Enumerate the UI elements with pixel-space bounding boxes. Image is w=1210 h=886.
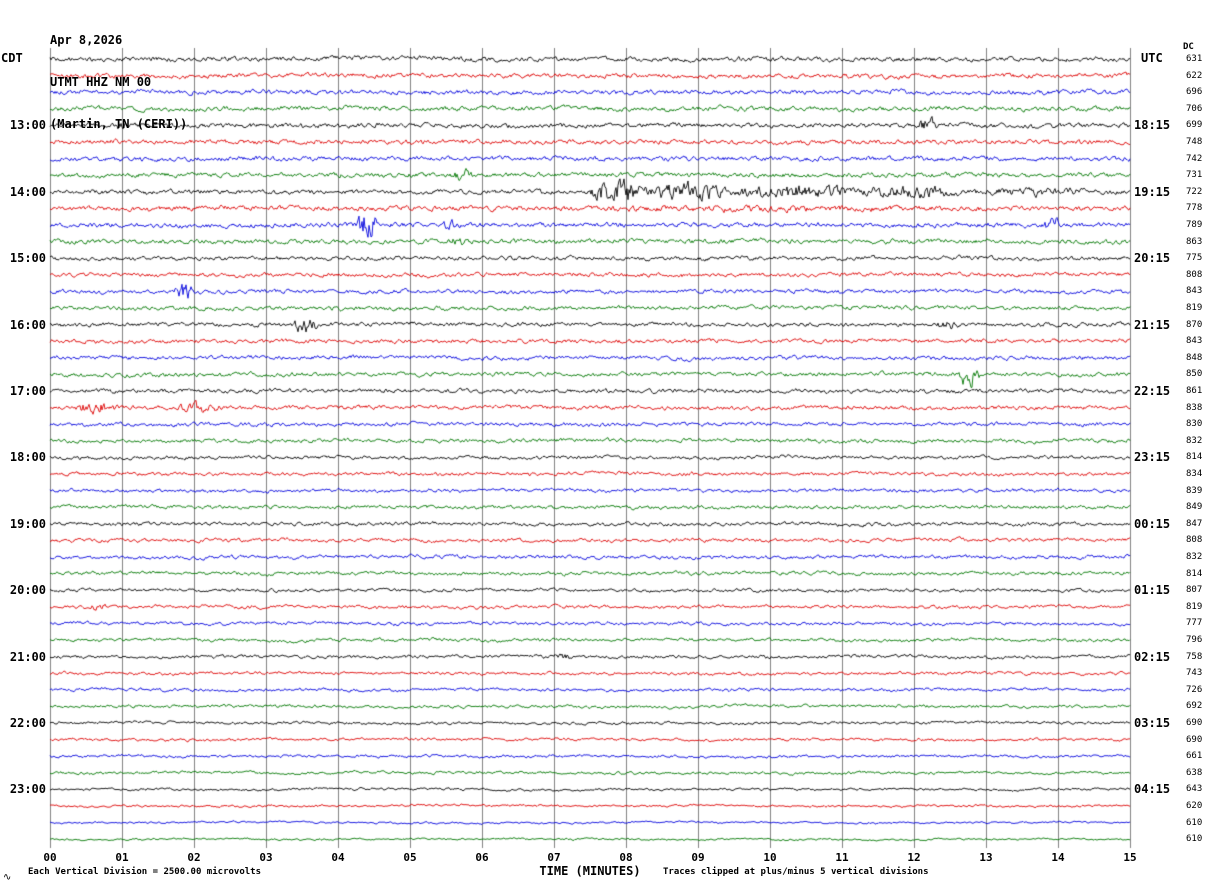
left-timezone-label: CDT: [1, 51, 23, 65]
dc-value: 610: [1186, 817, 1203, 828]
x-tick-label: 15: [1123, 851, 1137, 864]
cdt-time-label: 17:00: [9, 384, 46, 398]
x-tick-label: 09: [691, 851, 705, 864]
dc-value: 699: [1186, 120, 1203, 131]
utc-time-label: 01:15: [1134, 583, 1171, 598]
dc-value: 870: [1186, 319, 1203, 330]
dc-value: 690: [1186, 734, 1203, 745]
dc-value: 706: [1186, 103, 1203, 114]
dc-value: 748: [1186, 137, 1203, 147]
x-tick-label: 00: [43, 851, 57, 864]
dc-value: 861: [1186, 386, 1203, 396]
scale-marker-icon: ∿: [3, 872, 12, 883]
dc-value: 743: [1186, 668, 1203, 679]
dc-value: 722: [1186, 186, 1203, 197]
dc-value: 814: [1186, 452, 1203, 463]
utc-time-label: 23:15: [1134, 450, 1171, 465]
title-location: (Martin, TN (CERI)): [50, 117, 188, 131]
x-tick-label: 07: [547, 851, 561, 864]
utc-time-label: 21:15: [1134, 317, 1171, 332]
dc-value: 692: [1186, 701, 1203, 712]
dc-value: 789: [1186, 220, 1203, 230]
dc-value: 731: [1186, 170, 1203, 181]
x-tick-label: 04: [331, 851, 345, 864]
title-block: Apr 8,2026 UTMT HHZ NM 00 (Martin, TN (C…: [50, 5, 187, 159]
utc-time-label: 19:15: [1134, 184, 1171, 199]
cdt-time-label: 14:00: [9, 184, 46, 199]
dc-value: 814: [1186, 568, 1203, 579]
dc-value: 696: [1186, 87, 1203, 98]
dc-value: 622: [1186, 70, 1203, 81]
x-tick-label: 02: [187, 851, 201, 864]
x-tick-label: 05: [403, 851, 417, 864]
cdt-time-label: 15:00: [9, 251, 46, 266]
x-tick-label: 06: [475, 851, 489, 864]
dc-value: 834: [1186, 469, 1203, 479]
footer-clip-note: Traces clipped at plus/minus 5 vertical …: [663, 867, 929, 877]
dc-value: 643: [1186, 784, 1203, 795]
dc-value: 838: [1186, 402, 1203, 413]
dc-value: 843: [1186, 286, 1203, 297]
utc-time-label: 22:15: [1134, 384, 1171, 398]
dc-value: 832: [1186, 552, 1203, 562]
dc-value: 631: [1186, 54, 1203, 64]
dc-value: 620: [1186, 801, 1203, 811]
cdt-time-label: 13:00: [9, 118, 46, 133]
utc-time-label: 04:15: [1134, 782, 1171, 797]
dc-value: 777: [1186, 618, 1203, 629]
cdt-time-label: 16:00: [9, 317, 46, 332]
dc-value: 850: [1186, 369, 1203, 380]
dc-value: 863: [1186, 236, 1203, 247]
x-tick-label: 08: [619, 851, 633, 864]
dc-value: 796: [1186, 635, 1203, 645]
x-axis-title: TIME (MINUTES): [539, 864, 641, 878]
cdt-time-label: 18:00: [9, 450, 46, 465]
dc-value: 661: [1186, 751, 1203, 762]
dc-value: 775: [1186, 253, 1203, 264]
dc-value: 808: [1186, 269, 1203, 280]
x-tick-label: 03: [259, 851, 273, 864]
x-tick-label: 10: [763, 851, 777, 864]
dc-value: 839: [1186, 485, 1203, 496]
dc-value: 819: [1186, 601, 1203, 612]
dc-value: 638: [1186, 767, 1203, 778]
title-date: Apr 8,2026: [50, 33, 123, 47]
utc-time-label: 18:15: [1134, 118, 1171, 133]
cdt-time-label: 19:00: [9, 516, 46, 531]
dc-value: 848: [1186, 352, 1203, 363]
right-timezone-label: UTC: [1141, 51, 1163, 65]
cdt-time-label: 21:00: [9, 649, 46, 664]
utc-time-label: 02:15: [1134, 649, 1171, 664]
utc-time-label: 03:15: [1134, 716, 1171, 730]
dc-value: 832: [1186, 435, 1203, 446]
dc-value: 808: [1186, 535, 1203, 546]
cdt-time-label: 20:00: [9, 583, 46, 598]
x-tick-label: 11: [835, 851, 849, 864]
footer-scale-note: Each Vertical Division = 2500.00 microvo…: [28, 867, 261, 877]
utc-time-label: 20:15: [1134, 251, 1171, 266]
dc-value: 843: [1186, 336, 1203, 347]
dc-value: 847: [1186, 518, 1203, 529]
x-tick-label: 14: [1051, 851, 1065, 864]
dc-value: 819: [1186, 303, 1203, 313]
x-tick-label: 13: [979, 851, 993, 864]
utc-time-label: 00:15: [1134, 516, 1171, 531]
dc-value: 849: [1186, 502, 1203, 513]
dc-value: 830: [1186, 419, 1203, 430]
x-tick-label: 01: [115, 851, 129, 864]
title-station: UTMT HHZ NM 00: [50, 75, 152, 89]
dc-value: 807: [1186, 585, 1203, 596]
x-tick-label: 12: [907, 851, 921, 864]
dc-value: 610: [1186, 834, 1203, 845]
dc-value: 690: [1186, 718, 1203, 728]
dc-value: 726: [1186, 684, 1203, 695]
dc-column-header: DC: [1183, 42, 1194, 52]
dc-value: 758: [1186, 651, 1203, 662]
cdt-time-label: 23:00: [9, 782, 46, 797]
dc-value: 742: [1186, 153, 1203, 164]
dc-value: 778: [1186, 203, 1203, 214]
cdt-time-label: 22:00: [9, 716, 46, 730]
